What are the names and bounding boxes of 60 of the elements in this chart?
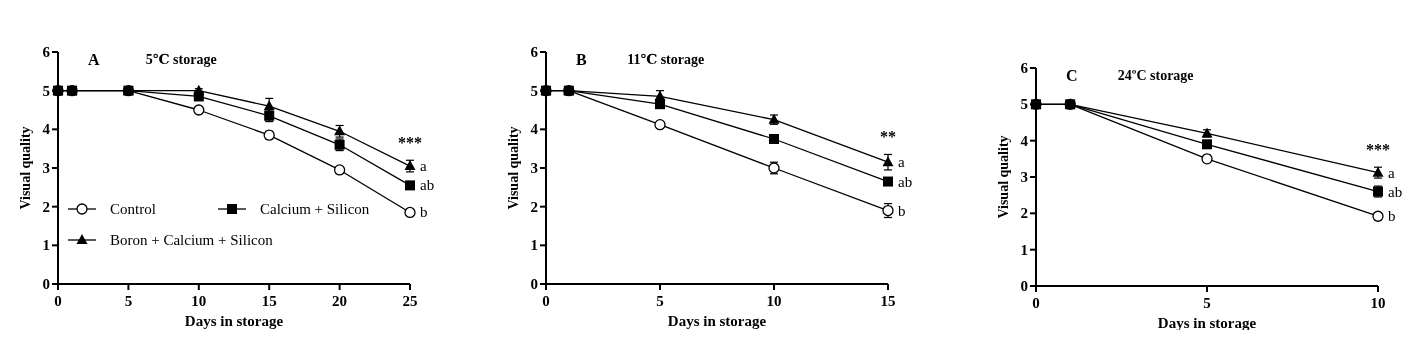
x-tick-label: 0 xyxy=(1032,295,1040,311)
annotation: a xyxy=(1388,164,1395,181)
x-tick-label: 0 xyxy=(542,293,550,309)
chart-title: 5℃ storage xyxy=(145,52,217,67)
y-axis-title: Visual quality xyxy=(506,126,521,210)
y-tick-label: 6 xyxy=(42,44,51,60)
y-tick-label: 6 xyxy=(530,44,539,60)
y-tick-label: 4 xyxy=(530,121,539,138)
y-tick-label: 0 xyxy=(1020,278,1028,294)
y-tick-label: 1 xyxy=(42,237,50,254)
chart-title: 11℃ storage xyxy=(627,52,705,67)
chart-title: 24ºC storage xyxy=(1117,68,1194,83)
y-tick-label: 5 xyxy=(530,82,538,99)
annotation: a xyxy=(420,158,427,175)
y-tick-label: 0 xyxy=(530,276,538,292)
y-tick-label: 2 xyxy=(42,198,50,215)
x-tick-label: 5 xyxy=(124,293,133,309)
y-tick-label: 5 xyxy=(1020,96,1028,113)
legend-label: Boron + Calcium + Silicon xyxy=(110,232,274,248)
annotation: A xyxy=(88,51,100,68)
y-tick-label: 4 xyxy=(42,121,51,138)
x-axis-title: Days in storage xyxy=(184,313,284,329)
y-tick-label: 6 xyxy=(1020,60,1029,76)
x-axis-title: Days in storage xyxy=(667,313,767,329)
y-tick-label: 3 xyxy=(42,160,50,176)
annotation: b xyxy=(898,202,906,219)
annotation: ab xyxy=(898,173,913,190)
annotation: b xyxy=(420,204,428,221)
legend-label: Control xyxy=(110,201,156,217)
x-tick-label: 25 xyxy=(402,293,418,309)
x-tick-label: 10 xyxy=(191,293,207,309)
y-axis-title: Visual quality xyxy=(18,126,33,210)
annotation: b xyxy=(1388,208,1396,225)
y-tick-label: 3 xyxy=(1020,169,1028,185)
y-tick-label: 0 xyxy=(42,276,50,292)
annotation: ab xyxy=(420,177,435,194)
y-tick-label: 1 xyxy=(530,237,538,254)
annotation: C xyxy=(1066,67,1078,84)
y-tick-label: 4 xyxy=(1020,132,1029,149)
y-tick-label: 2 xyxy=(530,198,538,215)
y-tick-label: 1 xyxy=(1020,241,1028,258)
x-tick-label: 10 xyxy=(1370,295,1386,311)
x-tick-label: 0 xyxy=(54,293,62,309)
x-tick-label: 15 xyxy=(261,293,277,309)
annotation: ab xyxy=(1388,183,1403,200)
y-tick-label: 2 xyxy=(1020,205,1028,222)
x-tick-label: 20 xyxy=(332,293,348,309)
x-tick-label: 10 xyxy=(766,293,782,309)
annotation: a xyxy=(898,154,905,171)
annotation: *** xyxy=(1366,141,1390,159)
y-tick-label: 5 xyxy=(42,82,50,99)
annotation: B xyxy=(576,51,587,68)
x-tick-label: 15 xyxy=(880,293,896,309)
y-tick-label: 3 xyxy=(530,160,538,176)
annotation: *** xyxy=(398,134,422,152)
y-axis-title: Visual quality xyxy=(996,135,1011,219)
annotation: ** xyxy=(880,128,896,146)
x-tick-label: 5 xyxy=(1203,295,1211,311)
legend-label: Calcium + Silicon xyxy=(260,201,370,217)
x-tick-label: 5 xyxy=(656,293,664,309)
